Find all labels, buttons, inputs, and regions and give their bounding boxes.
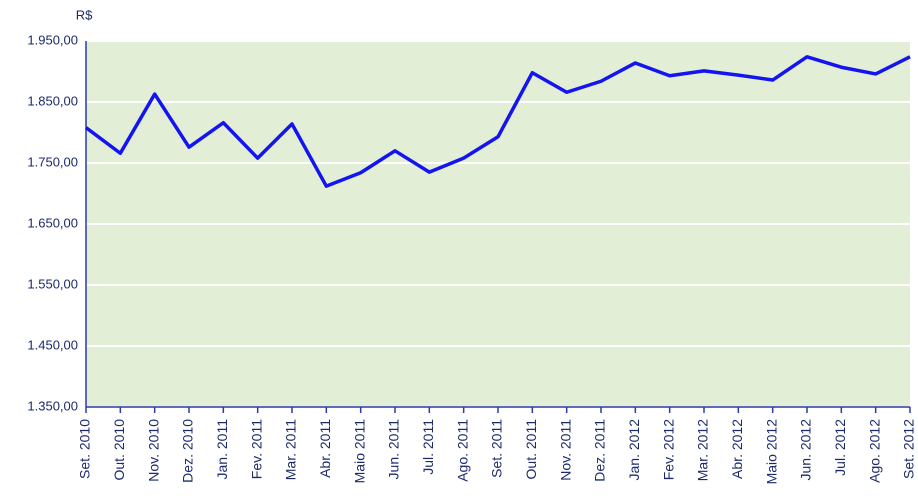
x-tick-label: Out. 2010 <box>111 419 127 481</box>
x-tick-label: Jan. 2011 <box>214 419 230 480</box>
y-tick-label: 1.750,00 <box>27 154 78 169</box>
x-tick-label: Jul. 2011 <box>420 419 436 475</box>
x-tick-label: Fev. 2011 <box>248 419 264 479</box>
x-tick-label: Nov. 2010 <box>145 419 161 482</box>
y-tick-label: 1.650,00 <box>27 215 78 230</box>
x-tick-label: Abr. 2012 <box>729 419 745 479</box>
x-tick-label: Fev. 2012 <box>660 419 676 480</box>
y-tick-label: 1.950,00 <box>27 32 78 47</box>
x-tick-label: Out. 2011 <box>523 419 539 480</box>
x-tick-label: Set. 2010 <box>77 419 93 479</box>
y-axis-label: R$ <box>76 7 93 22</box>
x-tick-label: Mar. 2011 <box>283 419 299 480</box>
y-tick-label: 1.350,00 <box>27 398 78 413</box>
y-tick-label: 1.850,00 <box>27 93 78 108</box>
x-tick-label: Jul. 2012 <box>832 419 848 476</box>
x-tick-label: Set. 2012 <box>901 419 917 479</box>
x-tick-label: Jun. 2011 <box>386 419 402 480</box>
y-tick-label: 1.450,00 <box>27 337 78 352</box>
x-tick-label: Jun. 2012 <box>798 419 814 481</box>
x-tick-label: Jan. 2012 <box>626 419 642 481</box>
x-tick-label: Dez. 2010 <box>180 419 196 483</box>
x-tick-label: Maio 2012 <box>763 419 779 485</box>
x-tick-label: Maio 2011 <box>351 419 367 484</box>
x-tick-label: Mar. 2012 <box>695 419 711 481</box>
x-tick-label: Abr. 2011 <box>317 419 333 478</box>
x-tick-label: Nov. 2011 <box>557 419 573 481</box>
x-tick-label: Ago. 2011 <box>454 419 470 482</box>
x-tick-label: Ago. 2012 <box>866 419 882 483</box>
y-tick-label: 1.550,00 <box>27 276 78 291</box>
data-line <box>84 55 911 188</box>
x-tick-label: Set. 2011 <box>489 419 505 478</box>
x-tick-label: Dez. 2011 <box>592 419 608 482</box>
